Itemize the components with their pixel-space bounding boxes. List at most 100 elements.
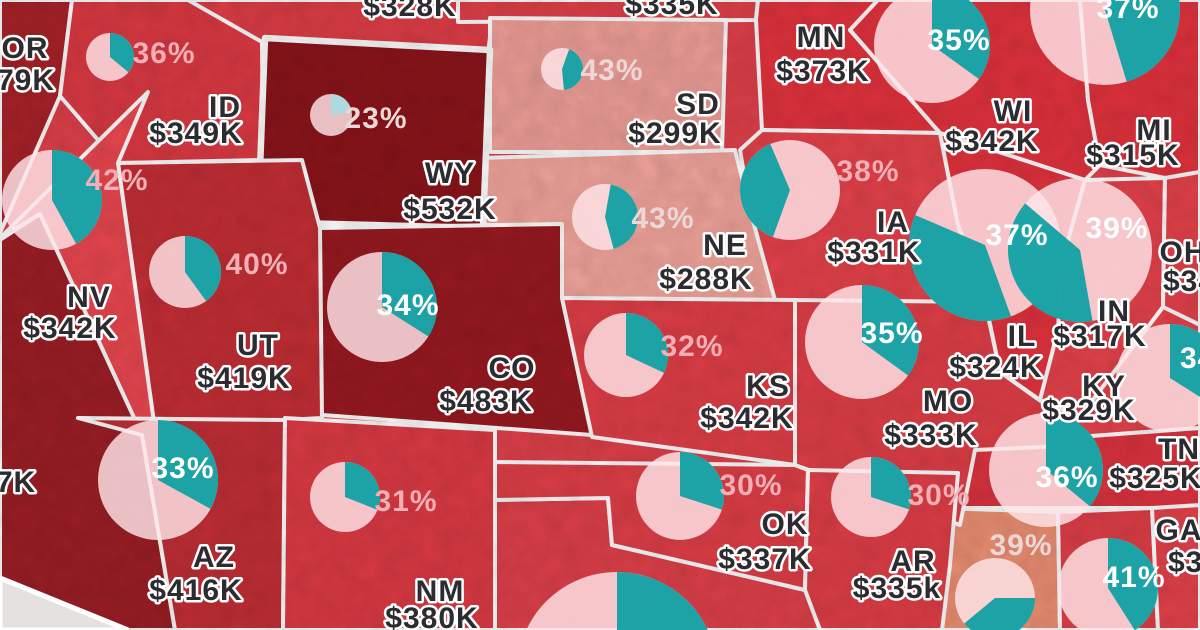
label-NE-pct: 43% (631, 202, 694, 235)
pie-TN-wedge (1046, 413, 1103, 507)
label-OH-abbr: OH (1160, 236, 1200, 269)
label-MT-price: $328K (363, 0, 456, 23)
label-AZ-pct: 33% (151, 452, 214, 485)
label-SD-pct: 43% (580, 54, 643, 87)
pie-CO[interactable] (327, 252, 437, 362)
pie-UT[interactable] (149, 236, 221, 308)
label-WY-abbr: WY (425, 157, 475, 190)
label-NV-price: $342K (23, 312, 116, 345)
label-IL-price: $324K (949, 351, 1042, 384)
pie-WY[interactable] (310, 93, 352, 136)
label-OK-pct: 30% (719, 469, 782, 502)
pie-TX[interactable] (517, 572, 717, 630)
label-KS-abbr: KS (746, 370, 790, 403)
pie-NE-wedge (605, 184, 638, 249)
label-UT-abbr: UT (237, 329, 279, 362)
pie-KY-wedge (1170, 324, 1200, 398)
pie-KS[interactable] (584, 313, 668, 397)
pie-AL[interactable] (1058, 538, 1158, 630)
label-IA-abbr: IA (877, 206, 909, 239)
label-OK-price: $337K (718, 543, 811, 576)
label-TN-pct: 36% (1035, 461, 1098, 494)
label-WI-abbr: WI (994, 95, 1033, 128)
label-SD-abbr: SD (676, 88, 720, 121)
label-WI-pct: 35% (927, 24, 990, 57)
label-GA-price: $3 (1168, 546, 1200, 579)
label-MI-abbr: MI (1136, 114, 1171, 147)
label-IA-pct: 38% (836, 155, 899, 188)
label-WY-pct: 23% (344, 102, 407, 135)
label-NV-abbr: NV (67, 281, 111, 314)
label-OH-price: $34 (1163, 265, 1200, 298)
ocean-corner (0, 575, 129, 630)
pie-IN[interactable] (1007, 178, 1152, 323)
pie-OK[interactable] (636, 452, 725, 540)
label-AR-pct: 30% (907, 479, 970, 512)
pie-TN[interactable] (989, 413, 1103, 527)
pie-IA[interactable] (740, 140, 840, 240)
pie-ID-wedge (110, 33, 135, 73)
label-IA-price: $331K (827, 236, 920, 269)
pie-MS-wedge (964, 598, 1035, 630)
label-AR-abbr: AR (890, 545, 935, 578)
label-CO-abbr: CO (489, 352, 536, 385)
pie-SD[interactable] (541, 48, 583, 90)
label-AZ-abbr: AZ (193, 541, 235, 574)
label-CO-price: $483K (439, 385, 532, 418)
label-OR-abbr: OR (2, 32, 49, 65)
label-MO-pct: 35% (860, 317, 923, 350)
pie-WI[interactable] (874, 0, 990, 103)
label-ID-price: $349K (149, 117, 242, 150)
pie-KY[interactable] (1116, 324, 1200, 432)
label-MN-price: $373K (776, 55, 869, 88)
label-IL-abbr: IL (1008, 320, 1037, 353)
pie-NM[interactable] (310, 462, 381, 532)
pie-WY-wedge (331, 93, 352, 115)
label-WY-price: $532K (403, 193, 496, 226)
pie-AZ-wedge (158, 420, 219, 509)
pie-NV[interactable] (2, 150, 102, 250)
pie-AZ[interactable] (98, 420, 219, 540)
label-GA-abbr: GA (1156, 514, 1200, 547)
label-IN-abbr: IN (1098, 295, 1130, 328)
pie-MS[interactable] (955, 558, 1035, 630)
label-IL-pct: 37% (985, 219, 1048, 252)
label-UT-pct: 40% (225, 248, 288, 281)
pie-NE[interactable] (572, 184, 638, 250)
label-MI-pct: 37% (1096, 0, 1159, 25)
label-IN-pct: 39% (1085, 212, 1148, 245)
label-ID-pct: 36% (132, 37, 195, 70)
label-UT-price: $419K (197, 362, 290, 395)
label-NM-pct: 31% (374, 485, 437, 518)
label-TN-price: $325K (1109, 462, 1200, 495)
pie-MO-wedge (862, 285, 919, 376)
pie-CO-wedge (382, 252, 437, 337)
pie-AL-wedge (1108, 538, 1158, 630)
label-KY-abbr: KY (1082, 370, 1126, 403)
label-AZ-price: $416K (149, 574, 242, 607)
pie-KS-wedge (626, 313, 668, 373)
label-SD-price: $299K (628, 117, 721, 150)
pie-NV-wedge (52, 150, 102, 244)
label-MS-pct: 39% (989, 529, 1052, 562)
label-WI-price: $342K (945, 125, 1038, 158)
pie-OK-wedge (680, 452, 725, 510)
label-CO-pct: 34% (376, 289, 439, 322)
label-NM-price: $380K (385, 602, 478, 630)
label-NE-abbr: NE (703, 229, 747, 262)
label-MI-price: $315K (1086, 139, 1179, 172)
label-NV-pct: 42% (85, 164, 148, 197)
label-MO-price: $333K (884, 419, 977, 452)
label-ID-abbr: ID (209, 91, 241, 124)
pie-IN-wedge (1007, 203, 1093, 323)
pie-MO[interactable] (805, 285, 919, 399)
pie-AR[interactable] (831, 457, 911, 537)
label-TN-abbr: TN (1158, 433, 1200, 466)
label-NE-price: $288K (659, 263, 752, 296)
pie-NM-wedge (345, 462, 381, 510)
pie-ID[interactable] (86, 33, 135, 81)
pie-MI[interactable] (1030, 0, 1180, 85)
label-MN-abbr: MN (797, 21, 846, 54)
